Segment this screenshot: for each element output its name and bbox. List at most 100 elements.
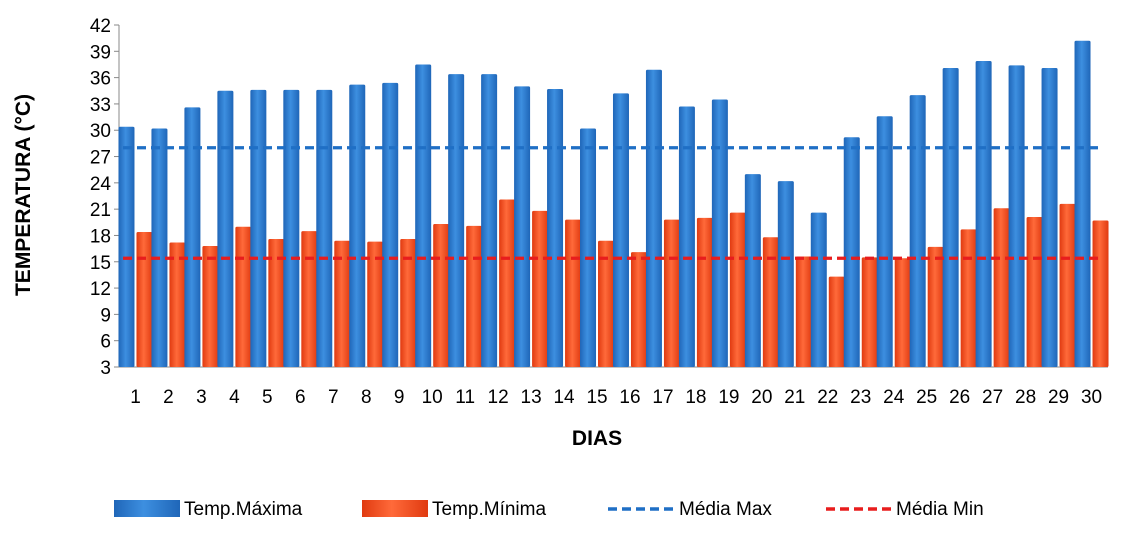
bar-temp-maxima: [612, 93, 629, 368]
bar-temp-maxima: [1041, 67, 1058, 367]
bar-temp-maxima: [1008, 65, 1025, 367]
bar-temp-maxima: [118, 126, 135, 367]
x-tick-label: 9: [394, 387, 405, 408]
bar-temp-maxima: [810, 212, 827, 367]
x-tick-label: 3: [196, 387, 207, 408]
y-tick-label: 33: [90, 95, 111, 116]
y-tick-label: 36: [90, 69, 111, 90]
bar-temp-maxima: [580, 128, 597, 367]
x-tick-label: 28: [1015, 387, 1036, 408]
x-tick-label: 8: [361, 387, 372, 408]
y-tick-label: 24: [90, 174, 112, 195]
x-tick-label: 12: [488, 387, 509, 408]
legend-label-media-max: Média Max: [679, 499, 772, 520]
bar-temp-minima: [433, 224, 450, 367]
x-tick-label: 20: [751, 387, 772, 408]
y-axis-title: TEMPERATURA (°C): [12, 94, 35, 296]
bar-temp-maxima: [382, 82, 399, 367]
bar-temp-maxima: [547, 89, 564, 367]
legend: Temp.Máxima Temp.Mínima Média Max Média …: [114, 499, 984, 520]
bar-temp-minima: [334, 240, 351, 367]
bar-temp-minima: [795, 256, 812, 367]
x-tick-label: 16: [619, 387, 640, 408]
x-tick-label: 21: [784, 387, 805, 408]
legend-label-temp-minima: Temp.Mínima: [432, 499, 546, 520]
bar-temp-minima: [663, 219, 680, 367]
x-tick-label: 22: [817, 387, 838, 408]
bar-temp-minima: [1092, 220, 1109, 367]
bar-temp-maxima: [975, 60, 992, 367]
bar-temp-maxima: [777, 181, 794, 367]
x-tick-label: 26: [949, 387, 970, 408]
average-lines-layer: [123, 146, 1100, 260]
bar-temp-minima: [136, 231, 153, 367]
bar-temp-maxima: [283, 89, 300, 368]
bar-temp-maxima: [876, 116, 893, 367]
x-tick-label: 4: [229, 387, 240, 408]
y-tick-label: 30: [90, 121, 111, 142]
bar-temp-minima: [696, 217, 713, 367]
bar-temp-minima: [729, 212, 746, 367]
bars-layer: [118, 40, 1109, 368]
x-tick-label: 6: [295, 387, 306, 408]
legend-label-media-min: Média Min: [896, 499, 984, 520]
y-tick-label: 9: [100, 305, 111, 326]
y-tick-label: 21: [90, 200, 111, 221]
bar-temp-maxima: [349, 84, 366, 367]
bar-temp-minima: [367, 241, 384, 367]
bar-temp-maxima: [481, 74, 498, 367]
bar-temp-maxima: [316, 89, 333, 368]
x-tick-label: 17: [652, 387, 673, 408]
y-tick-label: 6: [100, 332, 111, 353]
bar-temp-minima: [268, 238, 285, 367]
legend-swatch-temp-maxima: [114, 500, 180, 517]
x-tick-label: 7: [328, 387, 339, 408]
x-tick-label: 15: [586, 387, 607, 408]
bar-temp-maxima: [448, 74, 465, 367]
bar-temp-minima: [565, 219, 582, 367]
bar-temp-maxima: [645, 69, 662, 367]
bar-temp-minima: [532, 210, 549, 367]
bar-temp-maxima: [415, 64, 432, 367]
bar-temp-minima: [1026, 217, 1043, 367]
bar-temp-maxima: [678, 106, 695, 368]
bar-temp-minima: [169, 242, 186, 367]
x-tick-label: 13: [521, 387, 542, 408]
x-tick-label: 27: [982, 387, 1003, 408]
x-tick-label: 19: [718, 387, 739, 408]
bar-temp-minima: [927, 246, 944, 367]
y-tick-label: 15: [90, 253, 111, 274]
bar-temp-maxima: [942, 67, 959, 367]
bar-temp-maxima: [744, 174, 761, 367]
bar-temp-maxima: [711, 99, 728, 368]
x-tick-label: 29: [1048, 387, 1069, 408]
y-tick-label: 18: [90, 226, 111, 247]
bar-temp-minima: [630, 252, 647, 367]
bar-temp-minima: [828, 276, 845, 367]
legend-swatch-temp-minima: [362, 500, 428, 517]
bar-temp-maxima: [514, 86, 531, 367]
bar-temp-minima: [301, 231, 318, 367]
x-tick-label: 14: [553, 387, 575, 408]
bar-temp-maxima: [250, 89, 267, 368]
bar-temp-minima: [499, 199, 516, 367]
x-axis: 1 2 3 4 5 6 7 8 9 10 11 12 13 14 15 16 17 18 19 20 21 22 23 24 2…: [119, 366, 1108, 408]
y-tick-label: 42: [90, 16, 111, 37]
y-tick-label: 27: [90, 148, 111, 169]
y-tick-label: 39: [90, 42, 111, 63]
bar-temp-maxima: [1074, 40, 1091, 368]
bar-temp-minima: [1059, 203, 1076, 367]
bar-temp-minima: [894, 258, 911, 367]
bar-temp-minima: [861, 257, 878, 367]
y-tick-label: 12: [90, 279, 111, 300]
x-tick-label: 1: [130, 387, 141, 408]
x-tick-label: 25: [916, 387, 937, 408]
bar-temp-minima: [598, 240, 615, 367]
x-tick-label: 11: [455, 387, 475, 408]
y-tick-label: 3: [100, 358, 111, 379]
bar-temp-minima: [466, 225, 483, 367]
bar-temp-minima: [993, 208, 1010, 367]
bar-temp-minima: [960, 229, 977, 367]
